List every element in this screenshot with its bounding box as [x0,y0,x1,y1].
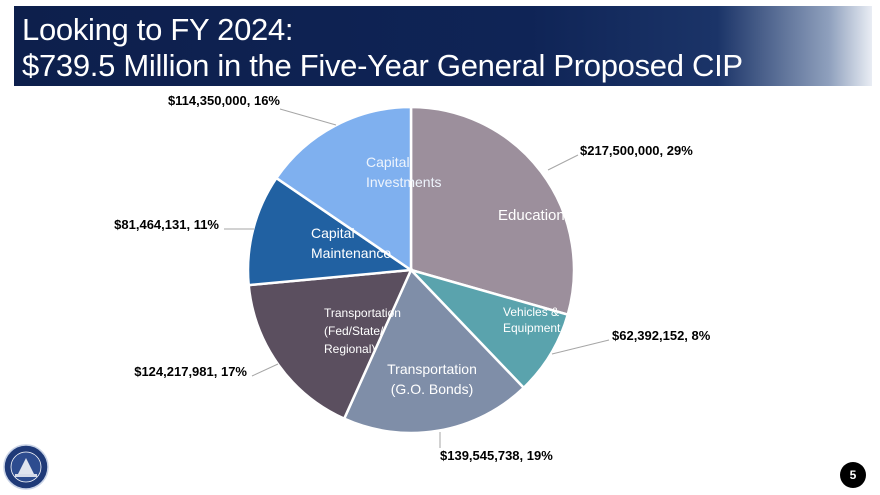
slice-label-vehicles-equipment: Vehicles & Equipment [503,305,561,335]
data-label-transportation-g-o-bonds: $139,545,738, 19% [440,448,553,463]
slice-label-education: Education [498,207,565,224]
slice-label-capital-investments: Capital Investments [366,154,441,190]
data-label-capital-investments: $114,350,000, 16% [168,93,280,108]
leader-line [251,363,279,377]
leader-line [547,154,579,171]
slice-label-transportation-g-o-bonds: Transportation (G.O. Bonds) [387,361,477,397]
leader-line [551,339,610,355]
pie-slice-transportation-g-o-bonds [342,267,526,435]
leader-line [279,108,337,126]
data-label-education: $217,500,000, 29% [580,143,693,158]
pie-slice-capital-investments [274,105,413,273]
title-banner: Looking to FY 2024: $739.5 Million in th… [14,6,872,86]
pie-slice-transportation-fed-state-regional [247,268,414,421]
city-seal-logo [3,444,49,490]
slice-label-capital-maintenance: Capital Maintenance [311,225,391,261]
pie-slice-education [409,105,576,317]
data-label-capital-maintenance: $81,464,131, 11% [114,217,219,232]
data-label-transportation-fed-state-regional: $124,217,981, 17% [134,364,247,379]
pie-slice-vehicles-equipment [406,267,570,390]
title-line-1: Looking to FY 2024: [22,12,294,47]
title-line-2: $739.5 Million in the Five-Year General … [22,48,743,83]
page-number: 5 [840,462,866,488]
data-label-vehicles-equipment: $62,392,152, 8% [612,328,711,343]
slice-label-transportation-fed-state-regional: Transportation (Fed/State/Regional) [324,306,401,356]
